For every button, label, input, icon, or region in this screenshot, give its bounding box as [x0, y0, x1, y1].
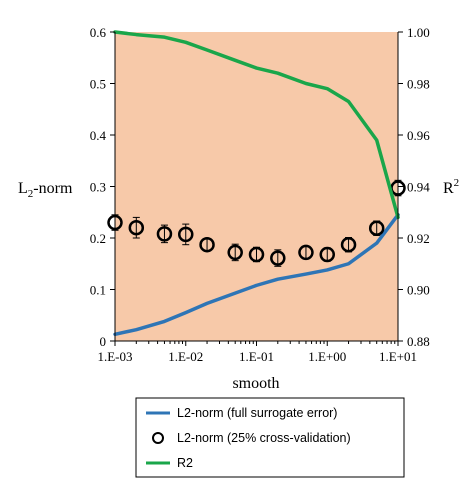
left-axis-title-sub: 2: [28, 188, 34, 200]
legend-marker-l2-cv: [152, 432, 164, 444]
left-tick-label: 0.4: [90, 128, 107, 143]
cv-point: [298, 244, 314, 261]
legend-label-l2-full: L2-norm (full surrogate error): [177, 406, 337, 420]
plot-area: [115, 32, 398, 341]
x-tick-label: 1.E-01: [239, 349, 274, 364]
l2-full-line: [113, 213, 400, 337]
right-tick-label: 0.90: [407, 283, 430, 298]
cv-point: [227, 244, 243, 261]
left-axis-title-main: L: [18, 180, 28, 197]
left-tick-label: 0.2: [90, 231, 106, 246]
right-tick-label: 1.00: [407, 25, 430, 40]
right-axis-title: R2: [443, 177, 459, 197]
right-tick-label: 0.92: [407, 231, 430, 246]
cv-point: [319, 246, 335, 263]
cv-point: [156, 226, 173, 242]
left-tick-label: 0: [100, 334, 107, 349]
cv-point: [128, 219, 145, 236]
r2-line: [113, 30, 400, 220]
cv-point: [368, 220, 385, 236]
right-axis-title-main: R: [443, 180, 454, 197]
right-tick-label: 0.94: [407, 180, 430, 195]
right-tick-label: 0.88: [407, 334, 430, 349]
x-axis-title: smooth: [232, 375, 279, 392]
right-axis-title-sup: 2: [454, 177, 460, 189]
cv-point: [340, 236, 357, 253]
legend-label-r2: R2: [177, 456, 193, 470]
left-tick-label: 0.3: [90, 180, 106, 195]
legend-label-l2-cv: L2-norm (25% cross-validation): [177, 431, 351, 445]
legend: L2-norm (full surrogate error) L2-norm (…: [135, 397, 405, 478]
left-tick-label: 0.1: [90, 283, 106, 298]
cv-point: [178, 226, 194, 243]
legend-box: [135, 397, 405, 478]
x-tick-label: 1.E+01: [379, 349, 417, 364]
right-tick-label: 0.96: [407, 128, 430, 143]
left-axis-title-rest: -norm: [33, 180, 73, 197]
left-tick-label: 0.6: [90, 25, 107, 40]
cv-point: [248, 246, 265, 263]
cv-point: [270, 250, 286, 266]
left-tick-label: 0.5: [90, 77, 106, 92]
right-tick-label: 0.98: [407, 77, 430, 92]
cv-point: [199, 236, 215, 253]
x-tick-label: 1.E-03: [97, 349, 132, 364]
x-tick-label: 1.E-02: [168, 349, 203, 364]
left-axis-title: L2-norm: [18, 180, 73, 200]
x-tick-label: 1.E+00: [308, 349, 346, 364]
